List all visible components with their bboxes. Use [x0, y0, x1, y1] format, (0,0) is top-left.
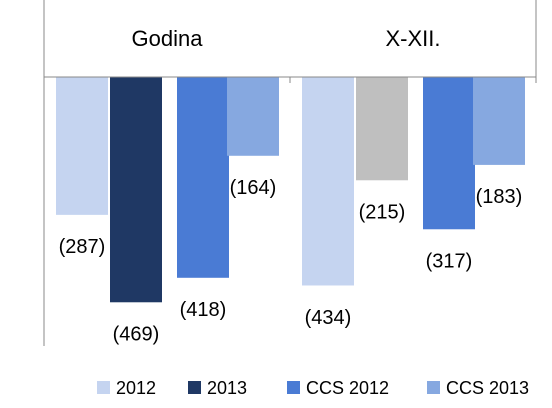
bar [177, 77, 229, 278]
data-label: (418) [180, 299, 227, 321]
category-label: Godina [132, 26, 204, 51]
data-label: (215) [359, 202, 406, 224]
data-label: (183) [476, 186, 523, 208]
bar [302, 77, 354, 286]
legend-swatch [287, 381, 300, 394]
legend-swatch [427, 381, 440, 394]
data-label: (469) [113, 324, 160, 346]
data-label: (434) [305, 307, 352, 329]
data-label: (317) [426, 251, 473, 273]
bar [473, 77, 525, 165]
bar [56, 77, 108, 215]
legend-label: CCS 2013 [446, 378, 529, 398]
bar [227, 77, 279, 156]
category-label: X-XII. [385, 26, 440, 51]
legend-swatch [188, 381, 201, 394]
data-label: (164) [230, 177, 277, 199]
legend-swatch [97, 381, 110, 394]
bar [423, 77, 475, 230]
legend-label: 2012 [116, 378, 156, 398]
bar [110, 77, 162, 303]
bar [356, 77, 408, 181]
data-label: (287) [59, 236, 106, 258]
legend-label: CCS 2012 [306, 378, 389, 398]
legend-label: 2013 [207, 378, 247, 398]
